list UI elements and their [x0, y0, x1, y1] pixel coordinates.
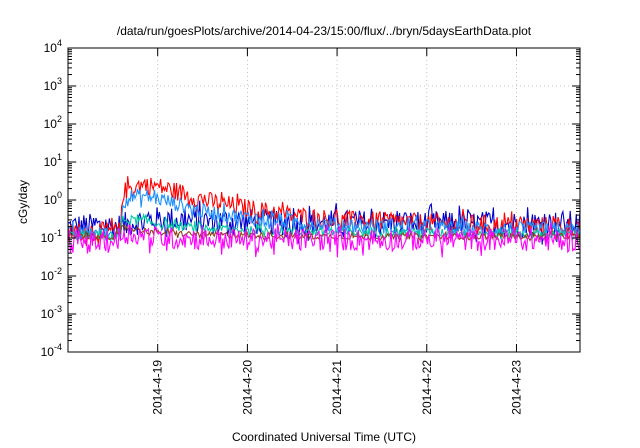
- data-series-line: [67, 222, 580, 258]
- x-axis: 2014-4-19 2014-4-20 2014-4-21 2014-4-22 2014…: [151, 48, 523, 415]
- series-layer: [67, 176, 581, 258]
- y-tick-label: 101: [44, 152, 62, 169]
- y-tick-label: 104: [44, 38, 62, 55]
- y-axis: 10-4 10-3 10-2 10-1 100 101 102 103 104: [41, 38, 580, 359]
- x-tick-label: 2014-4-21: [330, 360, 344, 415]
- y-tick-label: 102: [44, 114, 62, 131]
- y-tick-label: 10-3: [41, 304, 62, 321]
- chart-title: /data/run/goesPlots/archive/2014-04-23/1…: [117, 24, 532, 38]
- y-tick-label: 10-1: [41, 228, 62, 245]
- x-tick-label: 2014-4-23: [509, 360, 523, 415]
- x-axis-label: Coordinated Universal Time (UTC): [232, 430, 416, 444]
- x-tick-label: 2014-4-22: [420, 360, 434, 415]
- y-tick-label: 103: [44, 76, 62, 93]
- x-tick-label: 2014-4-20: [240, 360, 254, 415]
- y-tick-label: 10-2: [41, 266, 62, 283]
- y-axis-label: cGy/day: [16, 180, 30, 224]
- data-series-line: [67, 224, 581, 243]
- grid: [68, 48, 580, 352]
- y-tick-label: 10-4: [41, 342, 62, 359]
- x-tick-label: 2014-4-19: [151, 360, 165, 415]
- y-tick-label: 100: [44, 190, 62, 207]
- data-series-line: [67, 176, 581, 247]
